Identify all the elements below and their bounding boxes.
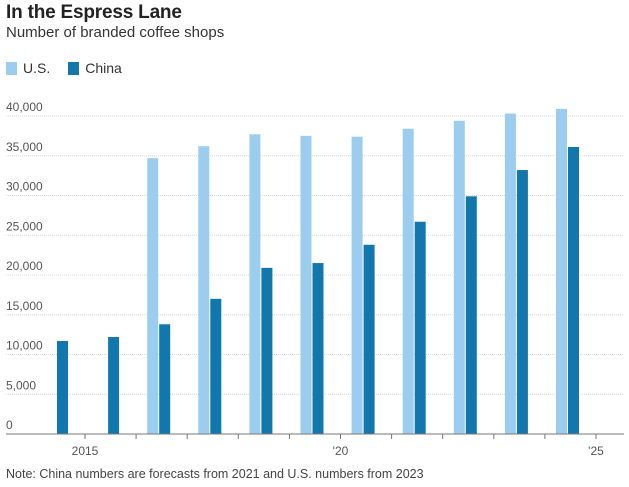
y-tick-label: 35,000 bbox=[6, 140, 43, 154]
bar-us bbox=[402, 128, 414, 434]
y-tick-label: 25,000 bbox=[6, 219, 43, 233]
y-tick-label: 5,000 bbox=[6, 378, 36, 392]
y-tick-label: 15,000 bbox=[6, 299, 43, 313]
bar-china bbox=[312, 263, 324, 434]
y-tick-label: 10,000 bbox=[6, 339, 43, 353]
legend-label-china: China bbox=[85, 60, 122, 76]
x-tick-label: '20 bbox=[333, 444, 349, 458]
bar-us bbox=[147, 158, 159, 434]
chart-legend: U.S. China bbox=[6, 60, 140, 76]
chart-subtitle: Number of branded coffee shops bbox=[6, 24, 225, 41]
bar-us bbox=[249, 134, 261, 434]
legend-item-us: U.S. bbox=[6, 60, 50, 76]
legend-swatch-china bbox=[68, 61, 80, 75]
bar-us bbox=[504, 113, 516, 435]
x-tick-label: 2015 bbox=[72, 444, 99, 458]
bar-china bbox=[159, 324, 171, 434]
y-tick-label: 20,000 bbox=[6, 259, 43, 273]
bar-china bbox=[516, 170, 528, 434]
y-tick-label: 30,000 bbox=[6, 180, 43, 194]
bar-us bbox=[300, 135, 312, 434]
bar-china bbox=[568, 147, 579, 434]
chart-note: Note: China numbers are forecasts from 2… bbox=[6, 467, 424, 481]
y-tick-label: 0 bbox=[6, 418, 13, 432]
bar-china bbox=[363, 244, 375, 434]
bar-china bbox=[210, 298, 222, 434]
bar-us bbox=[556, 108, 567, 434]
bar-china bbox=[465, 196, 477, 434]
bar-china bbox=[57, 340, 68, 434]
chart-title: In the Espress Lane bbox=[6, 2, 182, 23]
bar-us bbox=[198, 146, 210, 434]
legend-label-us: U.S. bbox=[23, 60, 51, 76]
legend-item-china: China bbox=[68, 60, 122, 76]
y-tick-label: 40,000 bbox=[6, 100, 43, 114]
x-tick-label: '25 bbox=[588, 444, 604, 458]
bar-china bbox=[414, 221, 426, 434]
bar-us bbox=[453, 120, 465, 435]
bar-china bbox=[261, 267, 273, 434]
bar-us bbox=[351, 136, 363, 435]
bar-china bbox=[108, 337, 120, 434]
legend-swatch-us bbox=[6, 61, 17, 75]
